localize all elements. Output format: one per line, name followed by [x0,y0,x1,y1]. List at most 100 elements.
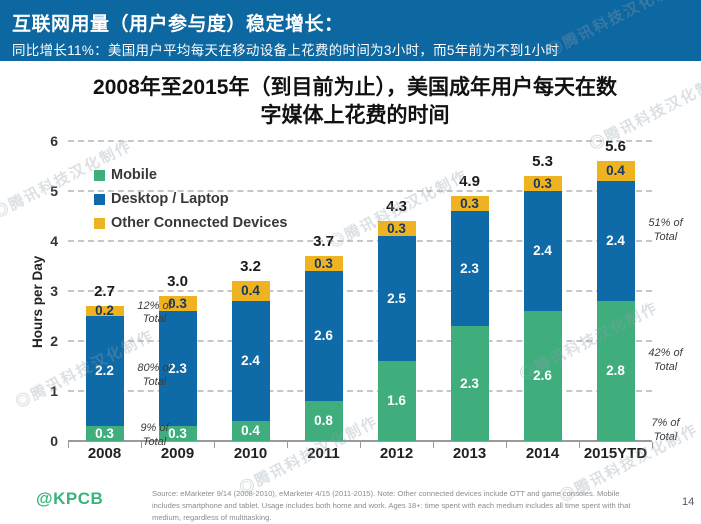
bar-segment: 0.4 [231,421,270,441]
x-axis-tick [68,442,69,448]
bar-segment: 0.4 [596,161,635,181]
x-axis-tick [433,442,434,448]
y-tick-0: 0 [50,433,58,449]
bar-2011: 0.8 2.6 0.3 [304,256,343,441]
plot-area: Mobile Desktop / Laptop Other Connected … [50,133,682,462]
x-axis-label-2014: 2014 [525,445,560,462]
legend-item-other-devices: Other Connected Devices [94,215,287,231]
bar-column-2009: 0.3 2.3 0.3 3.0 2009 [141,141,214,462]
bar-segment: 2.3 [450,326,489,441]
bar-segment: 2.8 [596,301,635,441]
bar-2009: 0.3 2.3 0.3 [158,296,197,441]
kpcb-logo: @KPCB [36,489,104,508]
mobile-series-swatch-icon [94,169,105,181]
legend-label-desktop: Desktop / Laptop [111,191,229,207]
bar-segment: 0.3 [450,196,489,211]
bar-segment: 2.2 [85,316,124,426]
bar-total-label: 4.3 [386,198,407,215]
legend-label-other-devices: Other Connected Devices [111,215,288,231]
y-tick-4: 4 [50,233,58,249]
bar-segment: 2.4 [596,181,635,301]
bar-2013: 2.3 2.3 0.3 [450,196,489,441]
desktop-series-swatch-icon [94,193,105,205]
bar-segment: 2.6 [304,271,343,401]
bar-segment: 2.4 [523,191,562,311]
x-axis-label-2013: 2013 [452,445,487,462]
x-axis-label-2009: 2009 [160,445,195,462]
bar-total-label: 2.7 [94,283,115,300]
pct-annotation: 80% of Total [137,362,172,388]
bar-total-label: 5.6 [605,138,626,155]
bar-segment: 0.4 [231,281,270,301]
x-axis-tick [579,442,580,448]
bar-total-label: 3.7 [313,233,334,250]
bar-2012: 1.6 2.5 0.3 [377,221,416,441]
x-axis-label-2012: 2012 [379,445,414,462]
page-number: 14 [682,496,695,508]
bar-segment: 0.3 [304,256,343,271]
bar-segment: 2.5 [377,236,416,361]
pct-annotation: 12% of Total [137,299,172,326]
pct-annotation: 7% of Total [651,417,680,443]
bar-segment: 0.3 [85,426,124,441]
bar-segment: 0.3 [523,176,562,191]
x-axis-tick [652,442,653,448]
x-axis-tick [506,442,507,448]
bar-2010: 0.4 2.4 0.4 [231,281,270,441]
pct-annotation: 51% of Total [648,217,683,243]
bar-2008: 0.3 2.2 0.2 [85,304,124,441]
bar-segment: 2.4 [231,301,270,421]
bar-2015YTD: 2.8 2.4 0.4 [596,161,635,441]
bar-total-label: 3.2 [240,258,261,275]
legend: Mobile Desktop / Laptop Other Connected … [94,167,287,239]
bar-column-2008: 0.3 2.2 0.2 2.7 2008 [68,141,141,462]
bar-column-2013: 2.3 2.3 0.3 4.9 2013 [433,141,506,462]
x-axis-tick [214,442,215,448]
bar-segment: 1.6 [377,361,416,441]
legend-item-desktop: Desktop / Laptop [94,191,287,207]
gridline-4 [68,240,652,242]
y-tick-2: 2 [50,333,58,349]
legend-item-mobile: Mobile [94,167,287,183]
bar-total-label: 3.0 [167,273,188,290]
bar-column-2015YTD: 2.8 2.4 0.4 5.6 2015YTD [579,138,652,462]
banner-subtitle: 同比增长11%：美国用户平均每天在移动设备上花费的时间为3小时，而5年前为不到1… [12,43,560,58]
legend-label-mobile: Mobile [111,167,157,183]
gridline-5 [68,190,652,192]
bar-column-2011: 0.8 2.6 0.3 3.7 2011 [287,141,360,462]
x-axis-tick [360,442,361,448]
x-axis-label-2010: 2010 [233,445,268,462]
chart-title: 2008年至2015年（到目前为止），美国成年用户每天在数字媒体上花费的时间 [93,76,617,128]
bar-column-2012: 1.6 2.5 0.3 4.3 2012 [360,141,433,462]
x-axis-tick [287,442,288,448]
bar-2014: 2.6 2.4 0.3 [523,176,562,441]
bar-segment: 0.8 [304,401,343,441]
bar-total-label: 4.9 [459,173,480,190]
bar-column-2014: 2.6 2.4 0.3 5.3 2014 [506,141,579,462]
other-devices-series-swatch-icon [94,217,105,229]
y-tick-6: 6 [50,133,58,149]
gridline-6 [68,140,652,142]
bar-segment: 0.3 [158,296,197,311]
pct-annotation: 42% of Total [648,347,683,373]
bar-segment: 2.6 [523,311,562,441]
top-banner: 互联网用量（用户参与度）稳定增长： 同比增长11%：美国用户平均每天在移动设备上… [0,0,701,61]
y-tick-3: 3 [50,283,58,299]
gridline-2 [68,340,652,342]
gridline-1 [68,390,652,392]
y-tick-1: 1 [50,383,58,399]
banner-title: 互联网用量（用户参与度）稳定增长： [12,14,344,35]
bar-segment: 0.3 [158,426,197,441]
bar-segment: 0.3 [377,221,416,236]
bar-total-label: 5.3 [532,153,553,170]
x-axis-label-2011: 2011 [307,445,340,462]
y-tick-5: 5 [50,183,58,199]
gridline-3 [68,290,652,292]
bar-segment: 2.3 [158,311,197,426]
pct-annotation: 9% of Total [140,422,169,448]
source-note: Source: eMarketer 9/14 (2008-2010), eMar… [152,489,631,523]
x-axis-tick [141,442,142,448]
bar-segment: 2.3 [450,211,489,326]
bar-column-2010: 0.4 2.4 0.4 3.2 2010 [214,141,287,462]
x-axis-label-2008: 2008 [87,445,122,462]
